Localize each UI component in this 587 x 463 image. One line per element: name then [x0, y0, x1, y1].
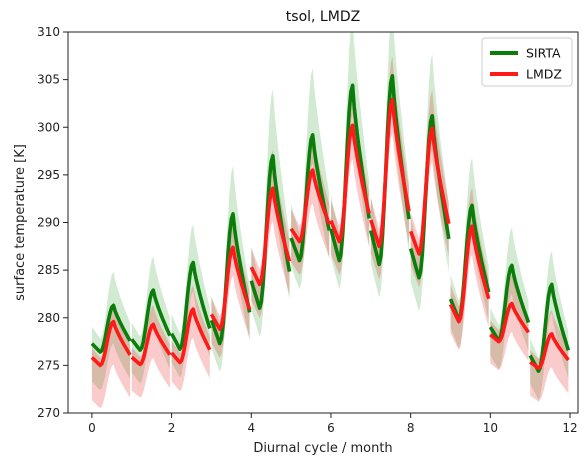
x-tick-label: 2 [168, 421, 176, 435]
y-tick-label: 295 [37, 168, 60, 182]
x-tick-label: 12 [562, 421, 577, 435]
x-tick-label: 4 [247, 421, 255, 435]
series-line [489, 301, 530, 344]
uncertainty-band [251, 89, 290, 337]
x-tick-label: 8 [407, 421, 415, 435]
uncertainty-band [91, 302, 131, 409]
y-tick-label: 270 [37, 406, 60, 420]
series-line [90, 303, 132, 354]
uncertainty-band [131, 305, 170, 398]
legend-label: SIRTA [526, 46, 561, 61]
y-axis: 270 275 280 285 290 295 300 305 310 [37, 25, 68, 420]
series-line [90, 319, 132, 368]
series-line [448, 224, 491, 324]
series-line [170, 260, 212, 351]
uncertainty-band [171, 285, 210, 392]
series-line [289, 133, 332, 263]
series-line [488, 263, 531, 343]
uncertainty-band [131, 256, 170, 384]
y-tick-label: 300 [37, 120, 60, 134]
uncertainty-band [530, 310, 569, 402]
x-tick-label: 6 [327, 421, 335, 435]
legend: SIRTA LMDZ [481, 37, 573, 87]
y-tick-label: 310 [37, 25, 60, 39]
uncertainty-band [370, 32, 409, 298]
y-axis-label: surface temperature [K] [13, 144, 28, 301]
series-line [329, 83, 371, 263]
uncertainty-band [450, 157, 489, 349]
series-line [329, 123, 371, 244]
x-tick-label: 0 [88, 421, 96, 435]
y-tick-label: 305 [37, 73, 60, 87]
series-line [369, 97, 411, 249]
series-line [289, 168, 331, 244]
y-tick-label: 280 [37, 311, 60, 325]
series-line [130, 322, 172, 367]
series-line [209, 212, 252, 346]
x-tick-label: 10 [483, 421, 498, 435]
y-tick-label: 275 [37, 358, 60, 372]
x-axis-label: Diurnal cycle / month [253, 441, 392, 456]
y-tick-label: 290 [37, 216, 60, 230]
series-line [409, 126, 451, 256]
series-lines [90, 74, 571, 373]
series-line [529, 332, 570, 370]
chart-title: tsol, LMDZ [286, 9, 360, 25]
legend-label: LMDZ [526, 67, 562, 82]
y-tick-label: 285 [37, 263, 60, 277]
series-line [170, 307, 212, 365]
series-line [130, 288, 172, 352]
x-axis: 0 2 4 6 8 10 12 [88, 413, 578, 435]
series-line [209, 245, 252, 331]
series-line [249, 186, 292, 287]
